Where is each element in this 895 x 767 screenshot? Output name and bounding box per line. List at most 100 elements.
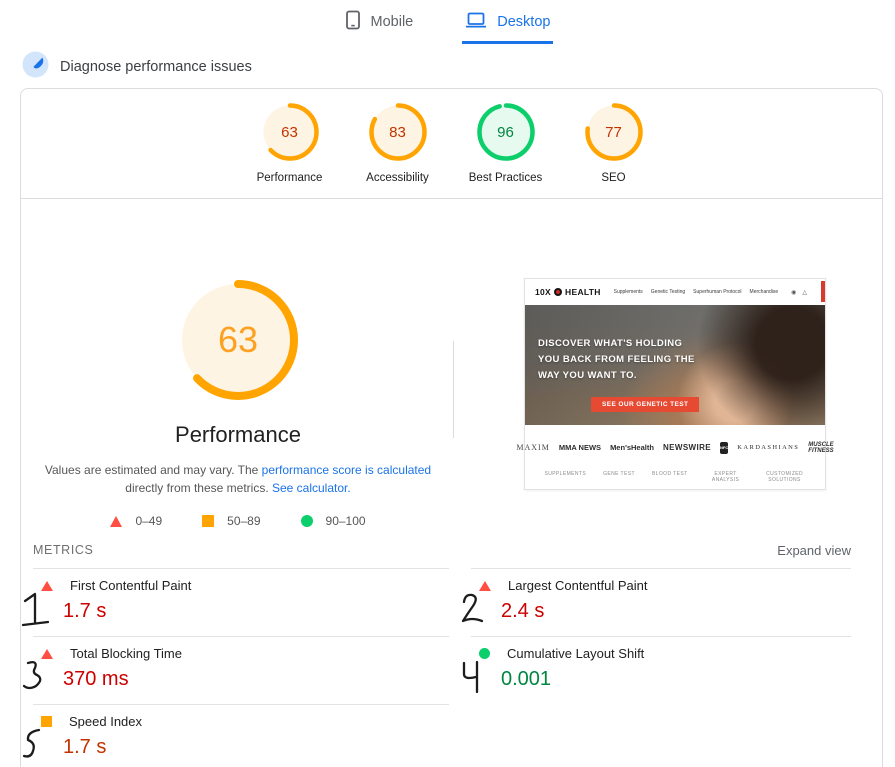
average-square-icon (41, 716, 52, 727)
main-gauge-score: 63 (217, 319, 259, 360)
metric-largest-contentful-paint: Largest Contentful Paint 2.4 s (461, 569, 851, 637)
category-scores-row: 63 Performance 83 Accessibility 96 (21, 103, 882, 184)
preview-nav-item: Supplements (613, 289, 643, 295)
accessibility-score-gauge: 83 (368, 103, 427, 161)
press-logo-newswire: NEWSWIRE (662, 443, 712, 452)
metric-name: Speed Index (69, 714, 143, 729)
preview-press-logos: MAXIM MMA NEWS Men'sHealth NEWSWIRE NFC … (516, 425, 834, 470)
score-accessibility[interactable]: 83 Accessibility (356, 103, 440, 184)
preview-footer-links: SUPPLEMENTS GENE TEST BLOOD TEST EXPERT … (525, 470, 825, 489)
metric-speed-index: Speed Index 1.7 s (22, 705, 449, 767)
preview-hero-image: DISCOVER WHAT'S HOLDING YOU BACK FROM FE… (525, 305, 825, 425)
expand-view-button[interactable]: Expand view (471, 535, 851, 569)
handwritten-annotation-2 (461, 593, 484, 623)
metric-name: First Contentful Paint (70, 578, 192, 593)
preview-cta-button: SEE OUR GENETIC TEST (591, 397, 700, 412)
legend-pass: 90–100 (300, 514, 366, 528)
metrics-right-column: Largest Contentful Paint 2.4 s Cumulativ… (461, 569, 851, 767)
preview-red-scrollbar (821, 281, 825, 302)
diagnose-header: Diagnose performance issues (22, 51, 252, 83)
tab-desktop-label: Desktop (497, 14, 551, 30)
metric-value: 0.001 (501, 668, 552, 690)
score-label: Accessibility (366, 172, 429, 184)
tab-desktop[interactable]: Desktop (462, 0, 554, 44)
metric-name: Total Blocking Time (70, 646, 182, 661)
disclaimer-text: Values are estimated and may vary. The (44, 463, 262, 477)
performance-title: Performance (175, 422, 301, 447)
metric-total-blocking-time: Total Blocking Time 370 ms (22, 637, 449, 705)
preview-logo: 10X HEALTH (535, 287, 601, 297)
metric-cumulative-layout-shift: Cumulative Layout Shift 0.001 (462, 637, 851, 704)
score-label: Performance (256, 172, 323, 184)
performance-main-gauge: 63 (177, 279, 299, 401)
best-practices-score-gauge: 96 (476, 103, 535, 161)
score-calc-link[interactable]: performance score is calculated (261, 463, 432, 477)
pass-circle-icon (479, 648, 490, 659)
preview-nav-item: Genetic Testing (650, 289, 686, 295)
metrics-section: METRICS Expand view First Contentful Pai… (21, 535, 851, 767)
performance-score-gauge: 63 (260, 103, 319, 161)
preview-logo-10x: 10X (535, 287, 552, 297)
metric-name: Largest Contentful Paint (508, 578, 648, 593)
preview-account-icon: ◉ (791, 289, 797, 296)
tab-mobile[interactable]: Mobile (342, 0, 417, 44)
handwritten-annotation-3 (22, 661, 42, 690)
metric-value: 1.7 s (63, 600, 107, 622)
metrics-heading: METRICS (33, 535, 449, 569)
preview-footer-item: CUSTOMIZED SOLUTIONS (766, 471, 804, 483)
handwritten-annotation-5 (22, 728, 41, 758)
press-logo-badge: NFC (720, 441, 729, 454)
score-value: 77 (605, 123, 622, 141)
metric-value: 1.7 s (63, 736, 107, 758)
preview-footer-item: GENE TEST (603, 471, 635, 477)
preview-nav-item: Superhuman Protocol (693, 289, 742, 295)
legend-range: 0–49 (135, 514, 163, 528)
press-logo-mens-health: Men'sHealth (610, 443, 654, 452)
diagnose-title: Diagnose performance issues (60, 59, 252, 75)
metric-value: 2.4 s (501, 600, 545, 622)
press-logo-mma-news: MMA NEWS (558, 443, 602, 452)
report-card: 63 Performance 83 Accessibility 96 (20, 88, 883, 767)
press-logo-kardashians: KARDASHIANS (737, 444, 800, 451)
pass-circle-icon (300, 515, 313, 527)
fail-triangle-icon (479, 580, 491, 591)
press-logo-muscle-fitness: MUSCLE FITNESS (808, 441, 834, 454)
score-label: SEO (601, 172, 626, 184)
hero-line: DISCOVER WHAT'S HOLDING (538, 338, 683, 349)
legend-fail: 0–49 (110, 514, 162, 528)
fail-triangle-icon (41, 648, 53, 659)
see-calculator-link[interactable]: See calculator. (271, 481, 351, 495)
performance-summary: 63 Performance Values are estimated and … (21, 279, 455, 528)
handwritten-annotation-1 (21, 592, 50, 627)
desktop-laptop-icon (465, 11, 487, 33)
speedometer-icon (22, 51, 49, 83)
site-screenshot-thumbnail: 10X HEALTH Supplements Genetic Testing S… (516, 278, 834, 490)
score-seo[interactable]: 77 SEO (572, 103, 656, 184)
metric-first-contentful-paint: First Contentful Paint 1.7 s (21, 569, 449, 637)
score-value: 83 (389, 123, 406, 141)
press-logo-maxim: MAXIM (516, 443, 550, 452)
average-square-icon (202, 515, 215, 527)
preview-header-icons: ◉ △ (791, 289, 807, 296)
handwritten-annotation-4 (462, 660, 479, 694)
device-tabbar: Mobile Desktop (0, 0, 895, 44)
disclaimer-text: directly from these metrics. (125, 481, 272, 495)
metrics-left-column: First Contentful Paint 1.7 s Total Block… (21, 569, 449, 767)
score-value: 63 (281, 123, 298, 141)
metric-name: Cumulative Layout Shift (507, 646, 645, 661)
preview-cart-icon: △ (802, 289, 807, 296)
preview-nav-item: Merchandise (749, 289, 779, 295)
vertical-divider (453, 341, 454, 438)
hero-line: YOU BACK FROM FEELING THE (538, 354, 695, 365)
legend-range: 50–89 (227, 514, 261, 528)
mobile-phone-icon (345, 10, 361, 34)
score-best-practices[interactable]: 96 Best Practices (464, 103, 548, 184)
preview-logo-mark-icon (554, 288, 563, 296)
score-performance[interactable]: 63 Performance (248, 103, 332, 184)
score-disclaimer: Values are estimated and may vary. The p… (42, 461, 434, 497)
preview-hero-copy: DISCOVER WHAT'S HOLDING YOU BACK FROM FE… (538, 336, 695, 384)
legend-range: 90–100 (325, 514, 366, 528)
seo-score-gauge: 77 (584, 103, 643, 161)
legend-average: 50–89 (202, 514, 261, 528)
preview-nav: Supplements Genetic Testing Superhuman P… (614, 289, 779, 295)
